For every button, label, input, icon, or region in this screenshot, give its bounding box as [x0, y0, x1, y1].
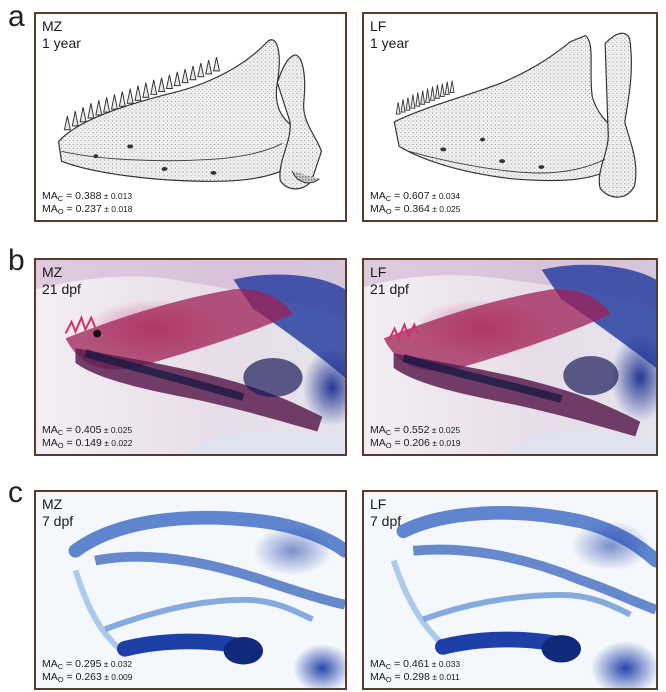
ma-o-value: MAO = 0.237 ± 0.018	[42, 203, 133, 216]
jaw-drawing-lf	[393, 32, 637, 198]
age-label: 21 dpf	[42, 281, 81, 297]
age-label: 7 dpf	[42, 513, 74, 529]
ma-c-value: MAC = 0.461 ± 0.033	[370, 658, 461, 671]
ma-c-value: MAC = 0.388 ± 0.013	[42, 190, 133, 203]
row-letter-a: a	[8, 0, 25, 33]
panel-label: MZ 1 year	[42, 18, 81, 52]
panel-b-lf: LF 21 dpf MAC = 0.552 ± 0.025 MAO = 0.20…	[362, 258, 658, 456]
panel-c-lf: LF 7 dpf MAC = 0.461 ± 0.033 MAO = 0.298…	[362, 490, 658, 690]
panel-a-lf: LF 1 year MAC = 0.607 ± 0.034 MAO = 0.36…	[362, 12, 658, 222]
age-label: 7 dpf	[370, 513, 402, 529]
ma-o-value: MAO = 0.263 ± 0.009	[42, 671, 133, 684]
panel-label: LF 21 dpf	[370, 264, 409, 298]
age-label: 1 year	[370, 35, 409, 51]
jaw-drawing-mz	[57, 39, 323, 190]
panel-label: LF 7 dpf	[370, 496, 401, 530]
panel-label: MZ 7 dpf	[42, 496, 73, 530]
panel-a-mz: MZ 1 year MAC = 0.388 ± 0.013 MAO = 0.23…	[34, 12, 347, 222]
ma-o-value: MAO = 0.364 ± 0.025	[370, 203, 461, 216]
age-label: 21 dpf	[370, 281, 409, 297]
stained-image-mz-7dpf	[36, 492, 345, 688]
panel-b-mz: MZ 21 dpf MAC = 0.405 ± 0.025 MAO = 0.14…	[34, 258, 347, 456]
row-letter-c: c	[8, 476, 23, 509]
stained-image-lf-7dpf	[364, 492, 656, 688]
species-label: MZ	[42, 496, 63, 512]
ma-o-value: MAO = 0.206 ± 0.019	[370, 437, 461, 450]
ma-c-value: MAC = 0.552 ± 0.025	[370, 424, 461, 437]
ma-c-value: MAC = 0.405 ± 0.025	[42, 424, 133, 437]
species-label: MZ	[42, 18, 63, 34]
row-letter-b: b	[8, 244, 25, 277]
panel-label: MZ 21 dpf	[42, 264, 81, 298]
species-label: MZ	[42, 264, 63, 280]
stained-image-lf	[364, 260, 656, 454]
ma-o-value: MAO = 0.149 ± 0.022	[42, 437, 133, 450]
species-label: LF	[370, 496, 387, 512]
ma-o-value: MAO = 0.298 ± 0.011	[370, 671, 460, 684]
ma-c-value: MAC = 0.295 ± 0.032	[42, 658, 133, 671]
panel-label: LF 1 year	[370, 18, 409, 52]
ma-c-value: MAC = 0.607 ± 0.034	[370, 190, 461, 203]
species-label: LF	[370, 18, 387, 34]
species-label: LF	[370, 264, 387, 280]
panel-c-mz: MZ 7 dpf MAC = 0.295 ± 0.032 MAO = 0.263…	[34, 490, 347, 690]
age-label: 1 year	[42, 35, 81, 51]
stained-image-mz	[36, 260, 345, 454]
